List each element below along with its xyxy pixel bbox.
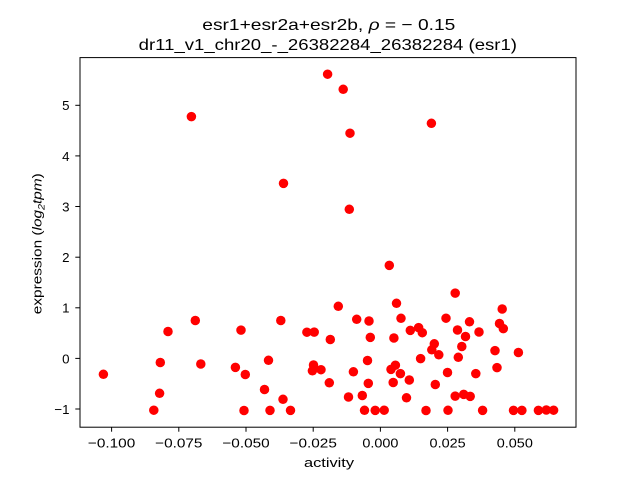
svg-text:0.050: 0.050 bbox=[497, 435, 533, 450]
svg-text:activity: activity bbox=[304, 455, 354, 470]
svg-text:0.000: 0.000 bbox=[362, 435, 398, 450]
svg-text:−0.100: −0.100 bbox=[88, 435, 135, 450]
svg-text:0.025: 0.025 bbox=[430, 435, 466, 450]
svg-text:−0.050: −0.050 bbox=[222, 435, 269, 450]
svg-text:dr11_v1_chr20_-_26382284_26382: dr11_v1_chr20_-_26382284_26382284 (esr1) bbox=[139, 37, 517, 54]
svg-text:esr1+esr2a+esr2b, ρ = − 0.15: esr1+esr2a+esr2b, ρ = − 0.15 bbox=[202, 17, 455, 34]
svg-text:2: 2 bbox=[62, 250, 69, 265]
svg-text:4: 4 bbox=[62, 149, 69, 164]
svg-text:−0.025: −0.025 bbox=[290, 435, 337, 450]
svg-text:expression (log2tpm): expression (log2tpm) bbox=[30, 173, 47, 314]
svg-text:1: 1 bbox=[62, 301, 69, 316]
svg-text:−0.075: −0.075 bbox=[155, 435, 202, 450]
svg-text:3: 3 bbox=[62, 199, 69, 214]
svg-text:−1: −1 bbox=[54, 402, 69, 417]
svg-text:5: 5 bbox=[62, 98, 69, 113]
svg-text:0: 0 bbox=[62, 351, 69, 366]
